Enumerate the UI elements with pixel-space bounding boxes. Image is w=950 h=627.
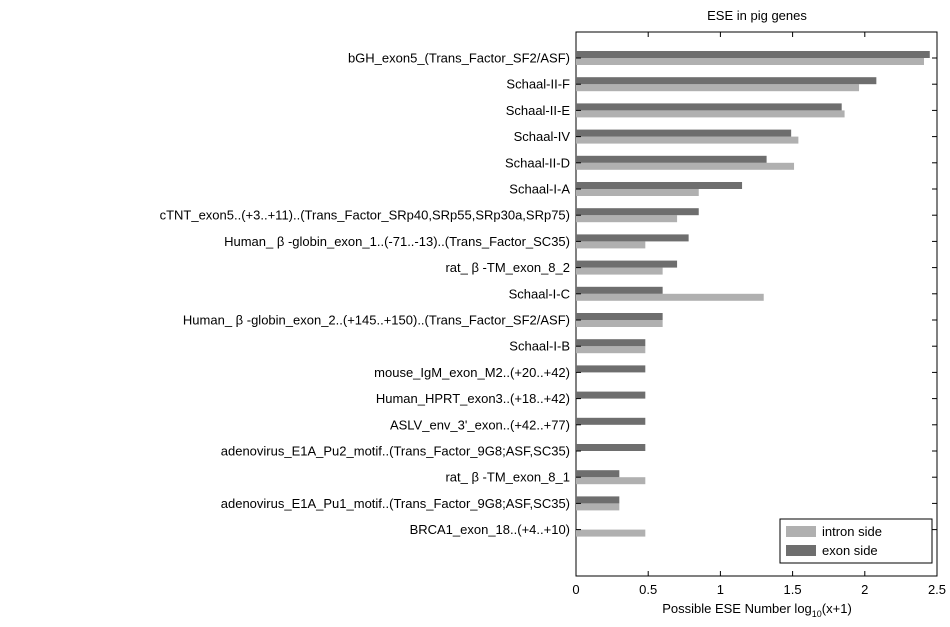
category-label: cTNT_exon5..(+3..+11)..(Trans_Factor_SRp… xyxy=(160,208,570,223)
plot-area xyxy=(575,31,938,577)
category-label: adenovirus_E1A_Pu2_motif..(Trans_Factor_… xyxy=(221,444,570,459)
x-axis-label-tail: (x+1) xyxy=(822,601,852,616)
bar-intron-side xyxy=(576,189,699,196)
bar-intron-side xyxy=(576,346,646,354)
bar-exon-side xyxy=(576,470,620,478)
x-tick-label: 2 xyxy=(861,582,868,597)
x-axis-label-subscript: 10 xyxy=(812,609,822,619)
bar-intron-side xyxy=(576,503,620,511)
bar-exon-side xyxy=(576,129,792,137)
category-label: Schaal-II-D xyxy=(505,155,570,170)
x-tick-label: 0 xyxy=(572,582,579,597)
category-label: Schaal-I-B xyxy=(509,339,570,354)
category-label: mouse_IgM_exon_M2..(+20..+42) xyxy=(374,365,570,380)
bar-exon-side xyxy=(576,155,767,163)
chart-title: ESE in pig genes xyxy=(707,8,807,23)
category-label: Human_ β -globin_exon_2..(+145..+150)..(… xyxy=(183,313,570,328)
bar-intron-side xyxy=(576,293,764,301)
bar-exon-side xyxy=(576,208,699,216)
x-tick-label: 2.5 xyxy=(928,582,946,597)
bar-exon-side xyxy=(576,182,743,189)
bar-exon-side xyxy=(576,496,620,504)
bar-exon-side xyxy=(576,365,646,373)
category-label: Schaal-I-A xyxy=(509,182,570,197)
category-label: adenovirus_E1A_Pu1_motif..(Trans_Factor_… xyxy=(221,496,570,511)
category-labels-group: bGH_exon5_(Trans_Factor_SF2/ASF) Schaal-I… xyxy=(160,51,571,538)
category-label: rat_ β -TM_exon_8_2 xyxy=(445,260,570,275)
bar-exon-side xyxy=(576,77,877,85)
category-label: Human_HPRT_exon3..(+18..+42) xyxy=(376,391,570,406)
bar-exon-side xyxy=(576,313,663,320)
category-label: BRCA1_exon_18..(+4..+10) xyxy=(410,522,570,537)
bar-exon-side xyxy=(576,391,646,399)
y-ticks-group xyxy=(576,57,937,531)
x-tick-label: 1 xyxy=(717,582,724,597)
bar-intron-side xyxy=(576,267,663,275)
legend: intron side exon side xyxy=(779,518,933,564)
bar-intron-side xyxy=(576,529,646,537)
bar-exon-side xyxy=(576,234,689,242)
legend-swatch-exon-side xyxy=(786,545,816,556)
bar-intron-side xyxy=(576,320,663,327)
x-axis-label: Possible ESE Number log10(x+1) xyxy=(662,601,852,619)
bar-intron-side xyxy=(576,58,925,65)
bar-intron-side xyxy=(576,162,795,170)
x-tick-label: 0.5 xyxy=(639,582,657,597)
bar-intron-side xyxy=(576,477,646,485)
legend-label-intron-side: intron side xyxy=(822,524,882,539)
bar-exon-side xyxy=(576,286,663,294)
bars-group xyxy=(576,51,930,537)
x-tick-label: 1.5 xyxy=(784,582,802,597)
bar-exon-side xyxy=(576,51,930,58)
bar-intron-side xyxy=(576,84,860,92)
bar-exon-side xyxy=(576,339,646,347)
bar-intron-side xyxy=(576,110,845,118)
bar-exon-side xyxy=(576,417,646,425)
x-ticks-group: 0 0.5 1 1.5 2 2.5 xyxy=(572,32,946,597)
category-label: Schaal-IV xyxy=(514,129,571,144)
category-label: Schaal-II-E xyxy=(506,103,571,118)
category-label: bGH_exon5_(Trans_Factor_SF2/ASF) xyxy=(348,51,570,66)
category-label: Schaal-II-F xyxy=(506,77,570,92)
legend-label-exon-side: exon side xyxy=(822,543,878,558)
bar-exon-side xyxy=(576,260,678,268)
category-label: Schaal-I-C xyxy=(509,286,570,301)
x-axis-label-main: Possible ESE Number log xyxy=(662,601,812,616)
bar-exon-side xyxy=(576,444,646,451)
category-label: rat_ β -TM_exon_8_1 xyxy=(445,470,570,485)
bar-intron-side xyxy=(576,241,646,249)
legend-swatch-intron-side xyxy=(786,526,816,537)
category-label: Human_ β -globin_exon_1..(-71..-13)..(Tr… xyxy=(224,234,570,249)
bar-exon-side xyxy=(576,103,842,111)
category-label: ASLV_env_3'_exon..(+42..+77) xyxy=(390,417,570,432)
bar-intron-side xyxy=(576,215,678,223)
bar-intron-side xyxy=(576,136,799,144)
